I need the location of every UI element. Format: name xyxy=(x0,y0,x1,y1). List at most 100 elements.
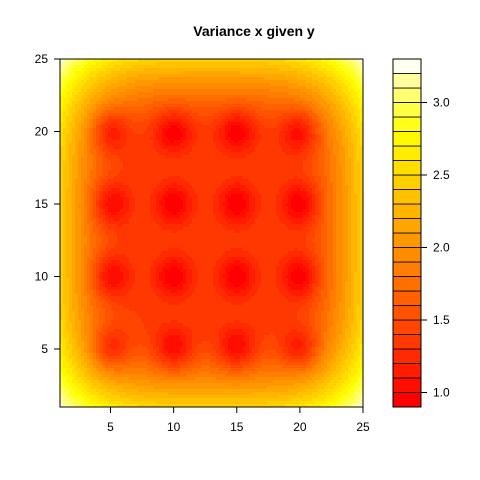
contour-cell xyxy=(234,230,241,234)
contour-cell xyxy=(162,323,184,327)
contour-cell xyxy=(111,71,127,75)
contour-cell xyxy=(129,275,136,279)
contour-cell xyxy=(327,206,334,210)
contour-cell xyxy=(168,194,178,198)
contour-cell xyxy=(240,266,250,270)
contour-cell xyxy=(93,161,97,165)
contour-cell xyxy=(258,371,307,375)
contour-cell xyxy=(354,59,361,63)
contour-cell xyxy=(225,131,229,135)
contour-cell xyxy=(189,254,223,258)
contour-cell xyxy=(348,137,352,141)
contour-cell xyxy=(102,227,109,231)
contour-cell xyxy=(60,197,64,201)
contour-cell xyxy=(336,272,343,276)
contour-cell xyxy=(318,134,322,138)
contour-cell xyxy=(60,287,64,291)
contour-cell xyxy=(321,230,328,234)
contour-cell xyxy=(345,128,352,132)
contour-cell xyxy=(87,137,91,141)
contour-cell xyxy=(327,254,334,258)
contour-cell xyxy=(87,212,91,216)
contour-cell xyxy=(315,263,322,267)
contour-cell xyxy=(351,368,358,372)
contour-cell xyxy=(63,104,67,108)
contour-cell xyxy=(60,281,64,285)
contour-cell xyxy=(81,176,88,180)
contour-cell xyxy=(153,113,163,117)
contour-cell xyxy=(84,404,94,407)
contour-cell xyxy=(342,248,349,252)
contour-cell xyxy=(162,266,172,270)
contour-cell xyxy=(330,59,340,63)
contour-cell xyxy=(222,254,253,258)
contour-cell xyxy=(309,347,313,351)
contour-cell xyxy=(330,296,337,300)
contour-cell xyxy=(339,314,346,318)
contour-cell xyxy=(327,62,337,66)
contour-cell xyxy=(330,167,337,171)
contour-cell xyxy=(186,251,226,255)
contour-cell xyxy=(96,101,103,105)
contour-cell xyxy=(180,143,190,147)
contour-cell xyxy=(102,404,118,407)
contour-cell xyxy=(228,191,247,195)
contour-cell xyxy=(69,335,73,339)
contour-cell xyxy=(318,218,325,222)
contour-cell xyxy=(321,269,325,273)
contour-cell xyxy=(78,380,85,384)
contour-cell xyxy=(228,221,247,225)
contour-cell xyxy=(150,212,160,216)
contour-cell xyxy=(357,62,363,66)
contour-cell xyxy=(327,272,334,276)
contour-cell xyxy=(333,143,340,147)
contour-cell xyxy=(105,299,112,303)
contour-cell xyxy=(315,143,322,147)
contour-cell xyxy=(138,314,298,318)
contour-cell xyxy=(219,275,223,279)
contour-cell xyxy=(102,95,112,99)
contour-cell xyxy=(105,176,115,180)
contour-cell xyxy=(258,284,277,288)
contour-cell xyxy=(348,194,352,198)
contour-cell xyxy=(66,107,70,111)
contour-cell xyxy=(78,143,85,147)
contour-cell xyxy=(81,182,85,186)
contour-cell xyxy=(72,77,79,81)
contour-cell xyxy=(195,287,217,291)
contour-cell xyxy=(315,266,319,270)
contour-cell xyxy=(156,401,268,405)
contour-cell xyxy=(336,164,343,168)
contour-cell xyxy=(99,314,106,318)
contour-cell xyxy=(78,371,85,375)
contour-cell xyxy=(231,365,244,369)
contour-cell xyxy=(354,101,361,105)
contour-cell xyxy=(180,137,187,141)
contour-cell xyxy=(306,74,319,78)
contour-cell xyxy=(261,278,277,282)
contour-cell xyxy=(108,215,124,219)
contour-cell xyxy=(90,188,97,192)
contour-cell xyxy=(285,203,292,207)
contour-cell xyxy=(132,263,154,267)
contour-cell xyxy=(93,356,97,360)
contour-cell xyxy=(105,215,109,219)
contour-cell xyxy=(189,356,196,360)
contour-cell xyxy=(315,281,319,285)
contour-cell xyxy=(126,359,151,363)
contour-cell xyxy=(81,173,88,177)
contour-cell xyxy=(195,362,217,366)
contour-cell xyxy=(342,332,346,336)
contour-cell xyxy=(360,200,363,204)
contour-cell xyxy=(93,194,97,198)
contour-cell xyxy=(87,290,94,294)
contour-cell xyxy=(66,311,70,315)
contour-cell xyxy=(99,218,103,222)
contour-cell xyxy=(210,359,220,363)
contour-cell xyxy=(93,326,100,330)
contour-cell xyxy=(345,353,349,357)
contour-cell xyxy=(297,83,313,87)
contour-cell xyxy=(336,236,343,240)
contour-cell xyxy=(336,203,343,207)
contour-cell xyxy=(177,230,235,234)
